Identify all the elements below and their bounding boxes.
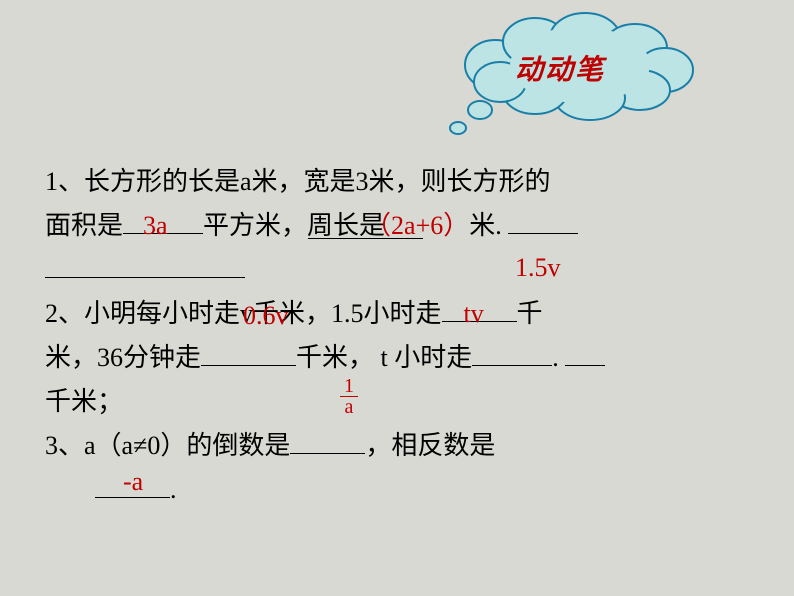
q3-line1: 3、a（a≠0）的倒数是，相反数是 -a — [45, 424, 765, 468]
fraction-1-over-a: 1 a — [340, 376, 358, 417]
frac-den: a — [340, 397, 358, 417]
q2-line2: 米，36分钟走 千米， t 小时走. — [45, 336, 765, 380]
q1-line3: 1.5v — [45, 248, 765, 292]
q2-float-1-5v: 1.5v — [515, 246, 561, 290]
q1-part-b: 平方米，周长是 — [203, 211, 385, 240]
blank-area: 3a — [123, 208, 203, 234]
q1-prefix: 1、长方形的长是a米，宽是3米，则长方形的 — [45, 167, 551, 196]
blank-q2-3 — [472, 340, 552, 366]
frac-num: 1 — [340, 376, 358, 397]
q2-overlay-06v: 0.6v — [243, 294, 289, 338]
q3-part2: ，相反数是 — [365, 431, 495, 460]
blank-perimeter-wrap — [385, 208, 485, 234]
q2-l2c: . — [552, 343, 559, 372]
q1-part-a: 面积是 — [45, 211, 123, 240]
q2-l2a: 米，36分钟走 — [45, 343, 201, 372]
q2-ans-tv: tv — [464, 292, 484, 336]
blank-q3-1 — [290, 428, 365, 454]
underline-2a6 — [308, 238, 423, 240]
q1-ans-a: 3a — [143, 204, 168, 248]
blank-q2-2 — [201, 340, 296, 366]
blank-q3-2 — [95, 472, 170, 498]
q2-line1: 2、小明每小时走v千米，1.5小时走tv千 0.6v — [45, 292, 765, 336]
q3-line2: . — [45, 468, 765, 512]
blank-long — [45, 252, 245, 278]
q3-part3: . — [170, 475, 177, 504]
q1-line2: 面积是3a平方米，周长是（2a+6）米. — [45, 204, 765, 248]
q2-l3: 千米； — [45, 387, 123, 416]
blank-q2-1: tv — [442, 296, 517, 322]
cloud-title: 动动笔 — [515, 48, 605, 88]
q2-l2b: 千米， t 小时走 — [296, 343, 472, 372]
q2-line3: 千米； 1 a — [45, 380, 765, 424]
blank-trail1 — [508, 208, 578, 234]
q2-part2: 千 — [517, 299, 543, 328]
q3-prefix: 3、a（a≠0）的倒数是 — [45, 431, 290, 460]
q1-line1: 1、长方形的长是a米，宽是3米，则长方形的 — [45, 160, 765, 204]
blank-trail2 — [565, 340, 605, 366]
content-area: 1、长方形的长是a米，宽是3米，则长方形的 面积是3a平方米，周长是（2a+6）… — [45, 160, 765, 512]
thought-cloud: 动动笔 — [430, 10, 730, 140]
